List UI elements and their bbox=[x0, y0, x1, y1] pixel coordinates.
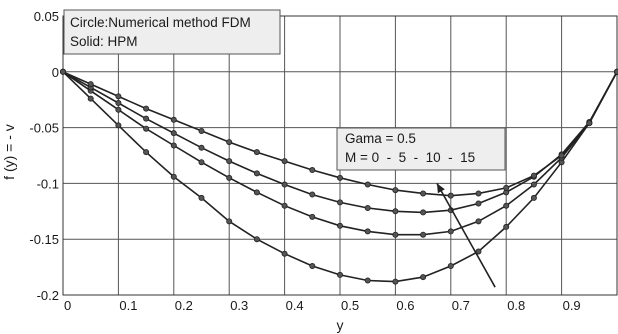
data-point-m15 bbox=[143, 105, 150, 112]
data-point-m10 bbox=[364, 204, 371, 211]
data-point-m0 bbox=[143, 149, 150, 156]
data-point-m0 bbox=[364, 277, 371, 284]
arrow-shaft bbox=[436, 183, 496, 288]
data-point-m10 bbox=[170, 130, 177, 137]
x-tick-label: 0.1 bbox=[119, 298, 137, 313]
data-point-m0 bbox=[309, 262, 316, 269]
y-tick-label: -0.1 bbox=[37, 176, 59, 191]
y-axis-label: f (y) = - v bbox=[1, 124, 17, 180]
data-point-m0 bbox=[226, 218, 233, 225]
data-point-m10 bbox=[420, 209, 427, 216]
data-point-m15 bbox=[309, 167, 316, 174]
data-point-m15 bbox=[281, 158, 288, 165]
data-point-m10 bbox=[392, 208, 399, 215]
data-point-m10 bbox=[115, 100, 122, 107]
y-tick-label: -0.2 bbox=[37, 288, 59, 303]
data-point-m10 bbox=[309, 191, 316, 198]
annotation-gama: Gama = 0.5 bbox=[345, 131, 416, 146]
data-point-m15 bbox=[170, 116, 177, 123]
data-point-m5 bbox=[336, 222, 343, 229]
x-tick-labels: 00.10.20.30.40.50.60.70.80.91 bbox=[64, 298, 581, 313]
data-point-m0 bbox=[198, 194, 205, 201]
data-point-m10 bbox=[281, 181, 288, 188]
x-tick-label: 0 bbox=[64, 298, 71, 313]
legend-box: Circle:Numerical method FDM Solid: HPM bbox=[63, 9, 281, 55]
x-tick-label: 0.5 bbox=[341, 298, 359, 313]
data-point-m0 bbox=[447, 262, 454, 269]
x-tick-label: 0.4 bbox=[286, 298, 304, 313]
series-layer bbox=[60, 68, 618, 285]
data-point-m5 bbox=[253, 189, 260, 196]
data-point-m5 bbox=[198, 159, 205, 166]
data-point-m15 bbox=[503, 184, 510, 191]
data-point-m5 bbox=[281, 202, 288, 209]
data-point-m15 bbox=[253, 149, 260, 156]
data-point-m15 bbox=[60, 68, 67, 75]
x-tick-label: 0.7 bbox=[452, 298, 470, 313]
data-point-m10 bbox=[143, 115, 150, 122]
x-tick-label: 0.9 bbox=[563, 298, 581, 313]
x-tick-label: 0.8 bbox=[507, 298, 525, 313]
data-point-m5 bbox=[226, 174, 233, 181]
data-point-m15 bbox=[420, 190, 427, 197]
x-axis-label: y bbox=[337, 317, 344, 333]
data-point-m0 bbox=[392, 278, 399, 285]
data-point-m0 bbox=[87, 95, 94, 102]
y-tick-labels: 0.05 0 -0.05 -0.1 -0.15 -0.2 bbox=[29, 9, 59, 303]
data-point-m5 bbox=[420, 231, 427, 238]
data-point-m15 bbox=[586, 120, 593, 127]
y-tick-label: 0 bbox=[52, 65, 59, 80]
data-point-m15 bbox=[614, 68, 618, 75]
y-tick-label: -0.15 bbox=[29, 232, 59, 247]
data-point-m15 bbox=[336, 174, 343, 181]
data-point-m10 bbox=[198, 144, 205, 151]
data-point-m15 bbox=[115, 93, 122, 100]
data-point-m0 bbox=[115, 122, 122, 129]
data-point-m10 bbox=[336, 199, 343, 206]
data-point-m0 bbox=[281, 250, 288, 257]
data-point-m5 bbox=[170, 142, 177, 149]
data-point-m10 bbox=[253, 170, 260, 177]
data-point-m0 bbox=[503, 223, 510, 230]
data-point-m15 bbox=[198, 127, 205, 134]
data-point-m5 bbox=[392, 231, 399, 238]
y-tick-label: -0.05 bbox=[29, 121, 59, 136]
data-point-m5 bbox=[364, 228, 371, 235]
data-point-m15 bbox=[447, 192, 454, 199]
data-point-m15 bbox=[475, 190, 482, 197]
data-point-m5 bbox=[447, 228, 454, 235]
data-point-m15 bbox=[392, 187, 399, 194]
data-point-m0 bbox=[253, 236, 260, 243]
data-point-m5 bbox=[115, 106, 122, 113]
x-tick-label: 0.3 bbox=[230, 298, 248, 313]
data-point-m0 bbox=[170, 173, 177, 180]
x-tick-label: 0.2 bbox=[175, 298, 193, 313]
data-point-m5 bbox=[309, 213, 316, 220]
trend-arrow bbox=[436, 183, 496, 288]
data-point-m15 bbox=[226, 139, 233, 146]
y-tick-label: 0.05 bbox=[34, 9, 59, 24]
annotation-m-values: M = 0 - 5 - 10 - 15 bbox=[345, 150, 475, 165]
arrow-head bbox=[436, 183, 445, 194]
legend-line-hpm: Solid: HPM bbox=[70, 34, 138, 49]
annotation-box: Gama = 0.5 M = 0 - 5 - 10 - 15 bbox=[336, 127, 506, 171]
data-point-m10 bbox=[475, 200, 482, 207]
data-point-m5 bbox=[475, 218, 482, 225]
data-point-m5 bbox=[503, 202, 510, 209]
data-point-m15 bbox=[530, 172, 537, 179]
plot-frame bbox=[62, 15, 618, 296]
data-point-m0 bbox=[420, 274, 427, 281]
data-point-m5 bbox=[530, 181, 537, 188]
legend-line-fdm: Circle:Numerical method FDM bbox=[70, 15, 251, 30]
data-point-m5 bbox=[143, 125, 150, 132]
data-point-m10 bbox=[226, 158, 233, 165]
data-point-m0 bbox=[530, 194, 537, 201]
data-point-m15 bbox=[558, 152, 565, 159]
x-tick-label: 0.6 bbox=[396, 298, 414, 313]
data-point-m0 bbox=[336, 271, 343, 278]
data-point-m15 bbox=[87, 81, 94, 88]
data-point-m15 bbox=[364, 181, 371, 188]
